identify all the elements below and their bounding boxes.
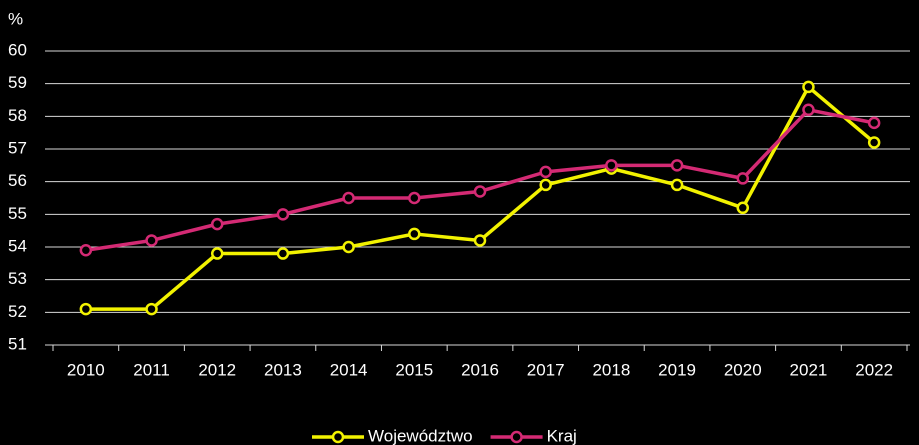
y-axis-label: % [8, 9, 23, 28]
series-line [85, 85, 876, 311]
x-tick-label: 2014 [330, 360, 368, 379]
data-point [605, 159, 618, 172]
y-tick-label: 52 [8, 302, 27, 321]
y-tick-label: 58 [8, 106, 27, 125]
data-point [342, 191, 355, 205]
legend-marker [331, 430, 345, 444]
x-tick-label: 2021 [790, 360, 828, 379]
y-tick-label: 60 [8, 40, 27, 59]
data-point [210, 217, 224, 231]
data-point [539, 178, 552, 192]
data-point [210, 247, 224, 260]
data-point [802, 80, 815, 94]
y-tick-label: 55 [8, 204, 27, 223]
y-tick-label: 56 [8, 171, 27, 190]
legend: Województwo Kraj [312, 426, 577, 445]
data-point [670, 159, 684, 172]
data-point [736, 201, 750, 215]
y-tick-label: 54 [8, 236, 27, 255]
y-tick-label: 53 [8, 269, 27, 288]
x-tick-label: 2012 [198, 360, 236, 379]
y-tick-label: 51 [8, 334, 27, 353]
data-point [342, 240, 355, 254]
data-point [276, 208, 290, 221]
data-point [408, 227, 421, 241]
data-point [867, 136, 881, 149]
data-point [145, 234, 158, 247]
data-point [670, 178, 684, 192]
x-tick-label: 2017 [527, 360, 565, 379]
data-point [276, 247, 290, 260]
x-tick-label: 2015 [395, 360, 433, 379]
data-point [408, 191, 421, 205]
data-point [736, 172, 750, 185]
data-point [867, 116, 881, 130]
data-point [473, 185, 487, 198]
legend-label: Województwo [368, 426, 473, 445]
data-point [79, 302, 93, 316]
x-tick-label: 2010 [67, 360, 105, 379]
x-tick-label: 2016 [461, 360, 499, 379]
data-point [79, 244, 93, 257]
x-tick-label: 2019 [658, 360, 696, 379]
x-tick-label: 2018 [592, 360, 630, 379]
data-point [473, 234, 487, 247]
x-tick-label: 2011 [133, 360, 170, 379]
y-tick-label: 59 [8, 73, 27, 92]
legend-marker [510, 430, 523, 444]
x-tick-label: 2020 [724, 360, 762, 379]
data-point [539, 165, 552, 179]
x-tick-label: 2022 [855, 360, 893, 379]
x-tick-label: 2013 [264, 360, 302, 379]
data-point [802, 103, 815, 117]
y-tick-label: 57 [8, 138, 27, 157]
legend-label: Kraj [547, 426, 577, 445]
data-point [145, 302, 158, 316]
